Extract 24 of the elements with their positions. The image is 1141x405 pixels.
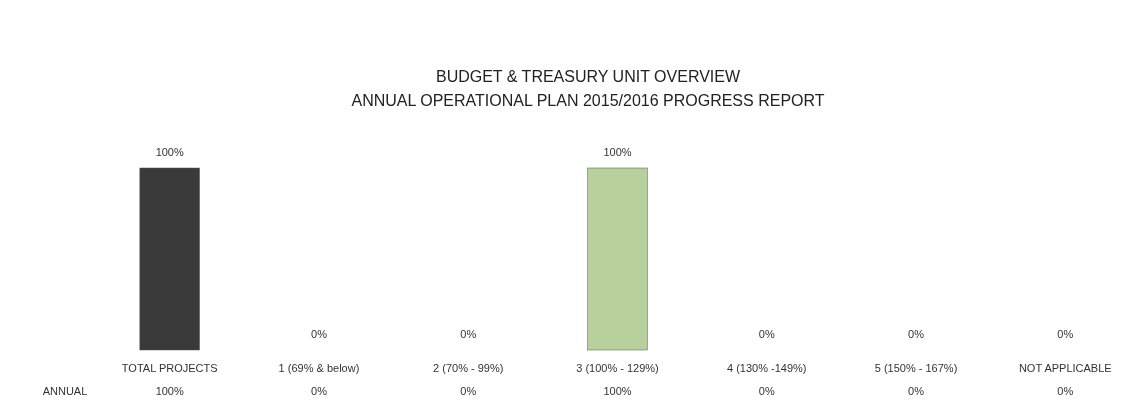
- data-label: 0%: [1057, 385, 1074, 397]
- x-tick-label: TOTAL PROJECTS: [121, 362, 218, 374]
- x-tick-label: 5 (150% - 167%): [874, 362, 958, 374]
- x-tick-label: 4 (130% -149%): [727, 362, 807, 374]
- text: 0%: [908, 328, 924, 340]
- chart-title: BUDGET & TREASURY UNIT OVERVIEW: [435, 68, 741, 85]
- text: 0%: [311, 328, 327, 340]
- text: 0%: [758, 328, 775, 340]
- data-label: 100%: [155, 385, 184, 397]
- data-label: 0%: [460, 385, 477, 397]
- x-tick-label: 1 (69% & below): [278, 362, 360, 374]
- x-tick-label: 2 (70% - 99%): [433, 362, 504, 374]
- text: 0%: [1057, 328, 1074, 340]
- text: 100%: [155, 146, 184, 158]
- data-label: 0%: [758, 385, 775, 397]
- data-label: 0%: [908, 385, 925, 397]
- data-label: 100%: [603, 385, 632, 397]
- text: ANNUAL: [42, 385, 88, 397]
- text: 0%: [460, 328, 477, 340]
- x-tick-label: NOT APPLICABLE: [1018, 362, 1112, 374]
- data-label: 0%: [311, 385, 328, 397]
- chart-subtitle: ANNUAL OPERATIONAL PLAN 2015/2016 PROGRESS REPORT: [351, 92, 825, 109]
- text: 100%: [603, 146, 632, 158]
- x-tick-label: 3 (100% - 129%): [576, 362, 659, 374]
